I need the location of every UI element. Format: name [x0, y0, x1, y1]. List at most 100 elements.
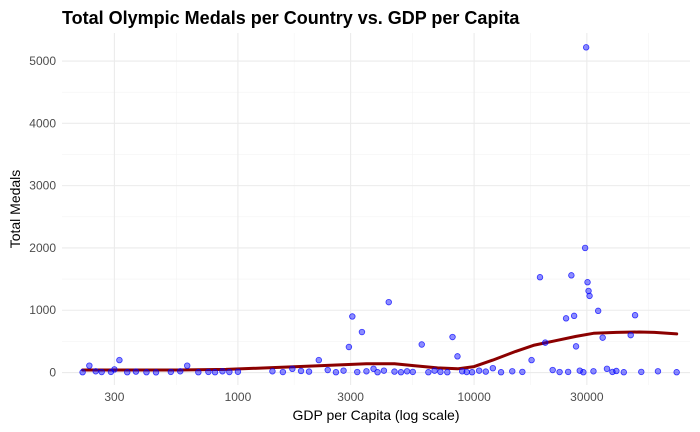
data-point	[576, 367, 583, 374]
data-point	[219, 368, 226, 375]
data-point	[489, 364, 497, 372]
smooth-trend	[81, 330, 679, 372]
data-point	[673, 369, 680, 376]
data-point	[332, 369, 340, 376]
data-point	[627, 331, 634, 339]
data-point	[409, 368, 417, 376]
data-point	[324, 366, 331, 374]
data-point	[205, 368, 212, 376]
data-point	[509, 368, 516, 375]
data-point	[463, 368, 470, 376]
data-point	[437, 368, 444, 376]
data-point	[497, 369, 505, 376]
data-point	[211, 369, 219, 376]
data-point	[418, 341, 425, 348]
data-point	[403, 368, 411, 375]
data-point	[143, 369, 150, 376]
data-point	[581, 244, 589, 252]
data-point	[315, 356, 323, 364]
y-tick-label: 4000	[29, 116, 56, 130]
grid	[62, 33, 690, 385]
data-points	[79, 44, 680, 376]
data-point	[297, 367, 305, 375]
x-axis: 300 1000 3000 10000 30000	[104, 390, 603, 404]
data-point	[570, 312, 578, 320]
data-point	[226, 368, 233, 376]
data-point	[425, 369, 432, 376]
x-tick-label: 3000	[337, 390, 364, 404]
data-point	[562, 315, 570, 322]
data-point	[631, 312, 639, 319]
data-point	[340, 367, 347, 374]
data-point	[475, 367, 483, 374]
data-point	[654, 368, 662, 375]
data-point	[374, 369, 381, 376]
data-point	[582, 44, 590, 51]
data-point	[594, 307, 602, 315]
x-axis-title: GDP per Capita (log scale)	[292, 407, 459, 423]
data-point	[584, 279, 591, 286]
data-point	[124, 369, 131, 376]
data-point	[572, 343, 580, 350]
data-point	[613, 367, 620, 375]
data-point	[363, 368, 370, 375]
data-point	[98, 368, 105, 376]
data-point	[444, 369, 451, 376]
data-point	[152, 369, 160, 376]
data-point	[167, 368, 175, 376]
data-point	[279, 368, 287, 376]
data-point	[86, 362, 93, 369]
data-point	[603, 365, 611, 373]
data-point	[370, 365, 377, 373]
data-point	[269, 368, 276, 375]
data-point	[354, 368, 361, 376]
data-point	[195, 369, 202, 376]
data-point	[385, 298, 392, 306]
y-tick-label: 2000	[29, 241, 56, 255]
smooth-line	[81, 330, 679, 372]
data-point	[528, 356, 535, 364]
data-point	[586, 292, 593, 300]
data-point	[234, 368, 242, 375]
data-point	[620, 369, 627, 376]
data-point	[542, 339, 549, 346]
x-tick-label: 1000	[225, 390, 252, 404]
data-point	[345, 343, 353, 351]
data-point	[391, 368, 398, 375]
data-point	[590, 368, 597, 375]
data-point	[116, 356, 123, 364]
data-point	[431, 367, 438, 374]
data-point	[536, 274, 544, 281]
y-axis: 0 1000 2000 3000 4000 5000	[29, 54, 56, 380]
data-point	[585, 287, 592, 295]
data-point	[568, 272, 575, 279]
x-tick-label: 10000	[457, 390, 491, 404]
chart-title: Total Olympic Medals per Country vs. GDP…	[62, 8, 520, 28]
data-point	[454, 353, 461, 360]
data-point	[380, 367, 388, 374]
data-point	[305, 368, 313, 375]
data-point	[79, 369, 86, 376]
data-point	[449, 333, 456, 341]
data-point	[580, 369, 587, 376]
data-point	[132, 368, 140, 375]
data-point	[556, 368, 563, 376]
y-tick-label: 0	[49, 366, 56, 380]
data-point	[92, 368, 99, 375]
x-tick-label: 30000	[570, 390, 604, 404]
data-point	[599, 334, 606, 341]
data-point	[349, 313, 356, 320]
data-point	[184, 362, 191, 369]
x-tick-label: 300	[104, 390, 124, 404]
y-tick-label: 5000	[29, 54, 56, 68]
data-point	[564, 368, 572, 376]
data-point	[397, 369, 405, 376]
data-point	[468, 369, 476, 376]
y-axis-title: Total Medals	[7, 170, 23, 249]
data-point	[111, 366, 118, 373]
data-point	[289, 365, 296, 373]
y-tick-label: 1000	[29, 303, 56, 317]
data-point	[482, 368, 489, 375]
